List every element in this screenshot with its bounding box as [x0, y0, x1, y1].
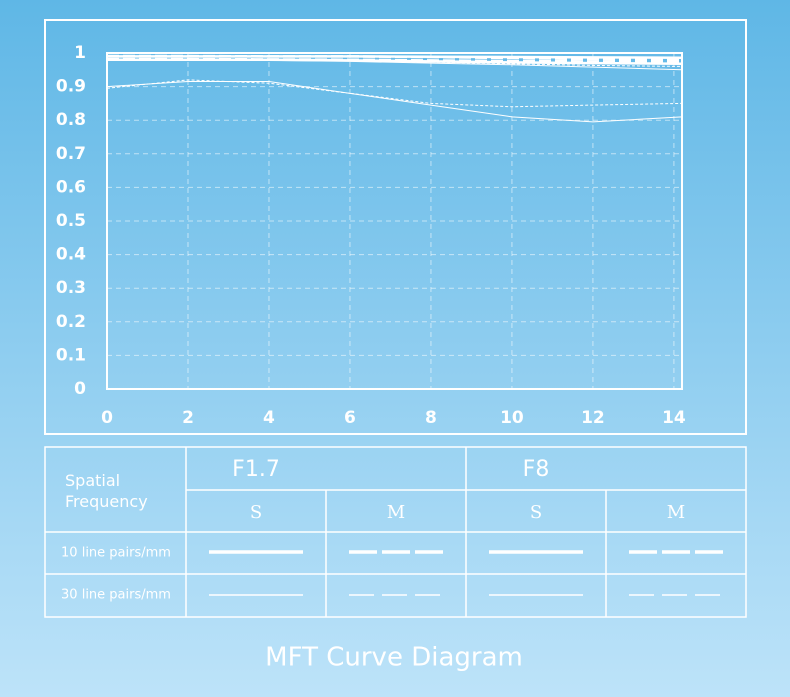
legend-table	[44, 446, 747, 618]
x-tick-label: 6	[344, 408, 356, 428]
series-line	[107, 59, 683, 71]
series-line	[106, 79, 683, 108]
y-tick-label: 0	[74, 379, 86, 399]
orientation-label: S	[530, 502, 542, 523]
row-label: 10 line pairs/mm	[61, 546, 171, 561]
orientation-label: M	[387, 502, 405, 523]
x-tick-label: 10	[500, 408, 524, 428]
x-tick-label: 14	[662, 408, 686, 428]
legend-header: Spatial Frequency	[65, 471, 148, 511]
y-tick-label: 0.4	[56, 245, 86, 265]
orientation-label: M	[667, 502, 685, 523]
series-line	[107, 54, 683, 61]
chart-title: MFT Curve Diagram	[265, 643, 523, 673]
row-label: 30 line pairs/mm	[61, 588, 171, 603]
series-line	[107, 57, 683, 63]
x-tick-label: 2	[182, 408, 194, 428]
y-tick-label: 0.1	[56, 345, 86, 365]
aperture-label: F1.7	[232, 457, 280, 482]
x-tick-label: 0	[101, 408, 113, 428]
chart-frame	[44, 19, 747, 435]
aperture-label: F8	[523, 457, 550, 482]
x-tick-label: 12	[581, 408, 605, 428]
y-tick-label: 0.9	[56, 77, 86, 97]
y-tick-label: 0.3	[56, 278, 86, 298]
y-tick-label: 0.7	[56, 144, 86, 164]
y-tick-label: 0.8	[56, 110, 86, 130]
y-tick-label: 0.2	[56, 312, 86, 332]
y-tick-label: 0.5	[56, 211, 86, 231]
y-tick-label: 1	[74, 43, 86, 63]
x-tick-label: 8	[425, 408, 437, 428]
orientation-label: S	[250, 502, 262, 523]
series-line	[106, 81, 683, 123]
y-tick-label: 0.6	[56, 177, 86, 197]
x-tick-label: 4	[263, 408, 275, 428]
series-line	[107, 59, 683, 67]
